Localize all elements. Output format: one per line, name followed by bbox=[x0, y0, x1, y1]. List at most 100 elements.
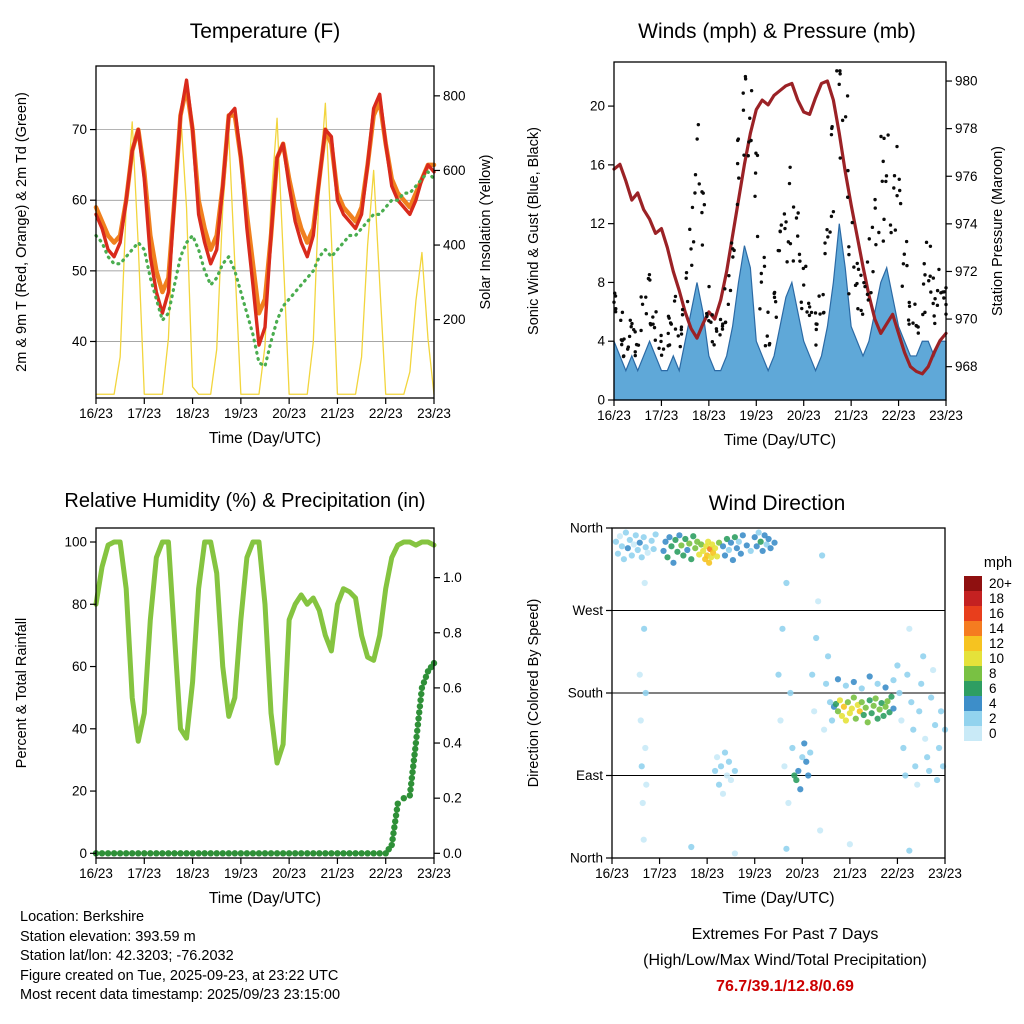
svg-text:Solar Insolation (Yellow): Solar Insolation (Yellow) bbox=[478, 154, 494, 309]
svg-text:20: 20 bbox=[590, 99, 605, 114]
svg-text:18/23: 18/23 bbox=[690, 866, 724, 881]
svg-text:2: 2 bbox=[989, 711, 997, 726]
svg-text:16: 16 bbox=[989, 606, 1004, 621]
svg-text:80: 80 bbox=[72, 597, 87, 612]
svg-text:20: 20 bbox=[72, 784, 87, 799]
svg-text:18/23: 18/23 bbox=[176, 866, 210, 881]
svg-text:Percent & Total Rainfall: Percent & Total Rainfall bbox=[14, 618, 30, 768]
winds-pressure-chart: 16/23 17/23 18/23 19/23 20/23 21/23 22/23 23/23… bbox=[526, 61, 1006, 449]
svg-text:14: 14 bbox=[989, 621, 1005, 636]
svg-text:23/23: 23/23 bbox=[929, 408, 963, 423]
svg-text:Time (Day/UTC): Time (Day/UTC) bbox=[724, 432, 836, 449]
svg-text:19/23: 19/23 bbox=[738, 866, 772, 881]
svg-text:8: 8 bbox=[989, 666, 997, 681]
svg-text:21/23: 21/23 bbox=[833, 866, 867, 881]
svg-text:60: 60 bbox=[72, 659, 87, 674]
svg-text:0: 0 bbox=[79, 846, 87, 861]
humidity-precip-chart: 16/23 17/23 18/23 19/23 20/23 21/23 22/23 23/23… bbox=[14, 527, 462, 907]
svg-text:16: 16 bbox=[590, 157, 605, 172]
svg-text:18: 18 bbox=[989, 591, 1004, 606]
svg-text:6: 6 bbox=[989, 681, 997, 696]
wind-direction-chart-title: Wind Direction bbox=[708, 492, 846, 515]
svg-text:20+: 20+ bbox=[989, 576, 1012, 591]
station-elevation: Station elevation: 393.59 m bbox=[20, 928, 196, 945]
svg-text:400: 400 bbox=[443, 238, 466, 253]
svg-text:980: 980 bbox=[955, 74, 978, 89]
svg-text:23/23: 23/23 bbox=[928, 866, 962, 881]
svg-text:972: 972 bbox=[955, 264, 978, 279]
station-info: Location: Berkshire Station elevation: 3… bbox=[20, 908, 340, 1006]
svg-text:970: 970 bbox=[955, 312, 978, 327]
svg-text:22/23: 22/23 bbox=[882, 408, 916, 423]
svg-text:0: 0 bbox=[597, 393, 605, 408]
svg-text:22/23: 22/23 bbox=[369, 406, 403, 421]
svg-text:19/23: 19/23 bbox=[224, 866, 258, 881]
svg-text:22/23: 22/23 bbox=[881, 866, 915, 881]
svg-text:18/23: 18/23 bbox=[176, 406, 210, 421]
svg-text:968: 968 bbox=[955, 359, 978, 374]
station-location: Location: Berkshire bbox=[20, 909, 145, 925]
svg-text:20/23: 20/23 bbox=[785, 866, 819, 881]
svg-text:22/23: 22/23 bbox=[369, 866, 403, 881]
svg-text:8: 8 bbox=[597, 275, 605, 290]
svg-text:Sonic Wind & Gust (Blue, Black: Sonic Wind & Gust (Blue, Black) bbox=[526, 127, 542, 335]
station-latlon: Station lat/lon: 42.3203; -76.2032 bbox=[20, 948, 234, 964]
temperature-chart: 16/23 17/23 18/23 19/23 20/23 21/23 22/23 23/23… bbox=[14, 65, 494, 447]
wind-direction-panel: 16/23 17/23 18/23 19/23 20/23 21/23 22/23 23/23… bbox=[512, 490, 1024, 920]
svg-text:17/23: 17/23 bbox=[127, 406, 161, 421]
svg-text:East: East bbox=[576, 768, 603, 783]
svg-text:Time (Day/UTC): Time (Day/UTC) bbox=[209, 430, 321, 447]
svg-text:100: 100 bbox=[64, 535, 87, 550]
most-recent-data-timestamp: Most recent data timestamp: 2025/09/23 2… bbox=[20, 987, 341, 1003]
svg-text:600: 600 bbox=[443, 163, 466, 178]
figure-created-timestamp: Figure created on Tue, 2025-09-23, at 23… bbox=[20, 967, 339, 984]
svg-text:200: 200 bbox=[443, 312, 466, 327]
humidity-precip-panel: 16/23 17/23 18/23 19/23 20/23 21/23 22/23 23/23… bbox=[0, 490, 512, 920]
svg-text:16/23: 16/23 bbox=[79, 866, 113, 881]
svg-text:40: 40 bbox=[72, 721, 87, 736]
svg-text:17/23: 17/23 bbox=[127, 866, 161, 881]
svg-text:2m & 9m T (Red, Orange) & 2m T: 2m & 9m T (Red, Orange) & 2m Td (Green) bbox=[14, 92, 30, 372]
svg-text:18/23: 18/23 bbox=[692, 408, 726, 423]
svg-text:21/23: 21/23 bbox=[321, 866, 355, 881]
svg-text:800: 800 bbox=[443, 88, 466, 103]
winds-pressure-chart-title: Winds (mph) & Pressure (mb) bbox=[638, 20, 916, 43]
svg-text:70: 70 bbox=[72, 122, 87, 137]
svg-text:North: North bbox=[570, 521, 603, 536]
svg-text:20/23: 20/23 bbox=[272, 406, 306, 421]
svg-text:60: 60 bbox=[72, 193, 87, 208]
svg-text:16/23: 16/23 bbox=[597, 408, 631, 423]
svg-text:978: 978 bbox=[955, 121, 978, 136]
svg-text:16/23: 16/23 bbox=[79, 406, 113, 421]
svg-text:South: South bbox=[568, 686, 603, 701]
svg-text:0.4: 0.4 bbox=[443, 736, 462, 751]
svg-text:23/23: 23/23 bbox=[417, 866, 451, 881]
svg-text:16/23: 16/23 bbox=[595, 866, 629, 881]
svg-text:40: 40 bbox=[72, 334, 87, 349]
svg-text:974: 974 bbox=[955, 216, 978, 231]
svg-text:Time (Day/UTC): Time (Day/UTC) bbox=[209, 890, 321, 907]
svg-text:Time (Day/UTC): Time (Day/UTC) bbox=[722, 890, 834, 907]
svg-text:0.6: 0.6 bbox=[443, 680, 462, 695]
extremes-values: 76.7/39.1/12.8/0.69 bbox=[716, 978, 854, 995]
svg-text:50: 50 bbox=[72, 263, 87, 278]
extremes-title: Extremes For Past 7 Days bbox=[691, 926, 879, 943]
extremes-summary: Extremes For Past 7 Days (High/Low/Max W… bbox=[560, 922, 1010, 1000]
svg-text:976: 976 bbox=[955, 169, 978, 184]
svg-text:17/23: 17/23 bbox=[643, 866, 677, 881]
wind-direction-chart: 16/23 17/23 18/23 19/23 20/23 21/23 22/23 23/23… bbox=[526, 521, 1012, 908]
svg-text:North: North bbox=[570, 851, 603, 866]
svg-text:mph: mph bbox=[984, 555, 1012, 571]
svg-text:0.0: 0.0 bbox=[443, 846, 462, 861]
svg-text:10: 10 bbox=[989, 651, 1004, 666]
temperature-chart-title: Temperature (F) bbox=[189, 20, 341, 43]
svg-text:20/23: 20/23 bbox=[787, 408, 821, 423]
svg-text:23/23: 23/23 bbox=[417, 406, 451, 421]
svg-text:19/23: 19/23 bbox=[739, 408, 773, 423]
svg-text:17/23: 17/23 bbox=[645, 408, 679, 423]
svg-text:19/23: 19/23 bbox=[224, 406, 258, 421]
svg-text:12: 12 bbox=[989, 636, 1004, 651]
extremes-subtitle: (High/Low/Max Wind/Total Precipitation) bbox=[643, 952, 927, 969]
svg-text:20/23: 20/23 bbox=[272, 866, 306, 881]
